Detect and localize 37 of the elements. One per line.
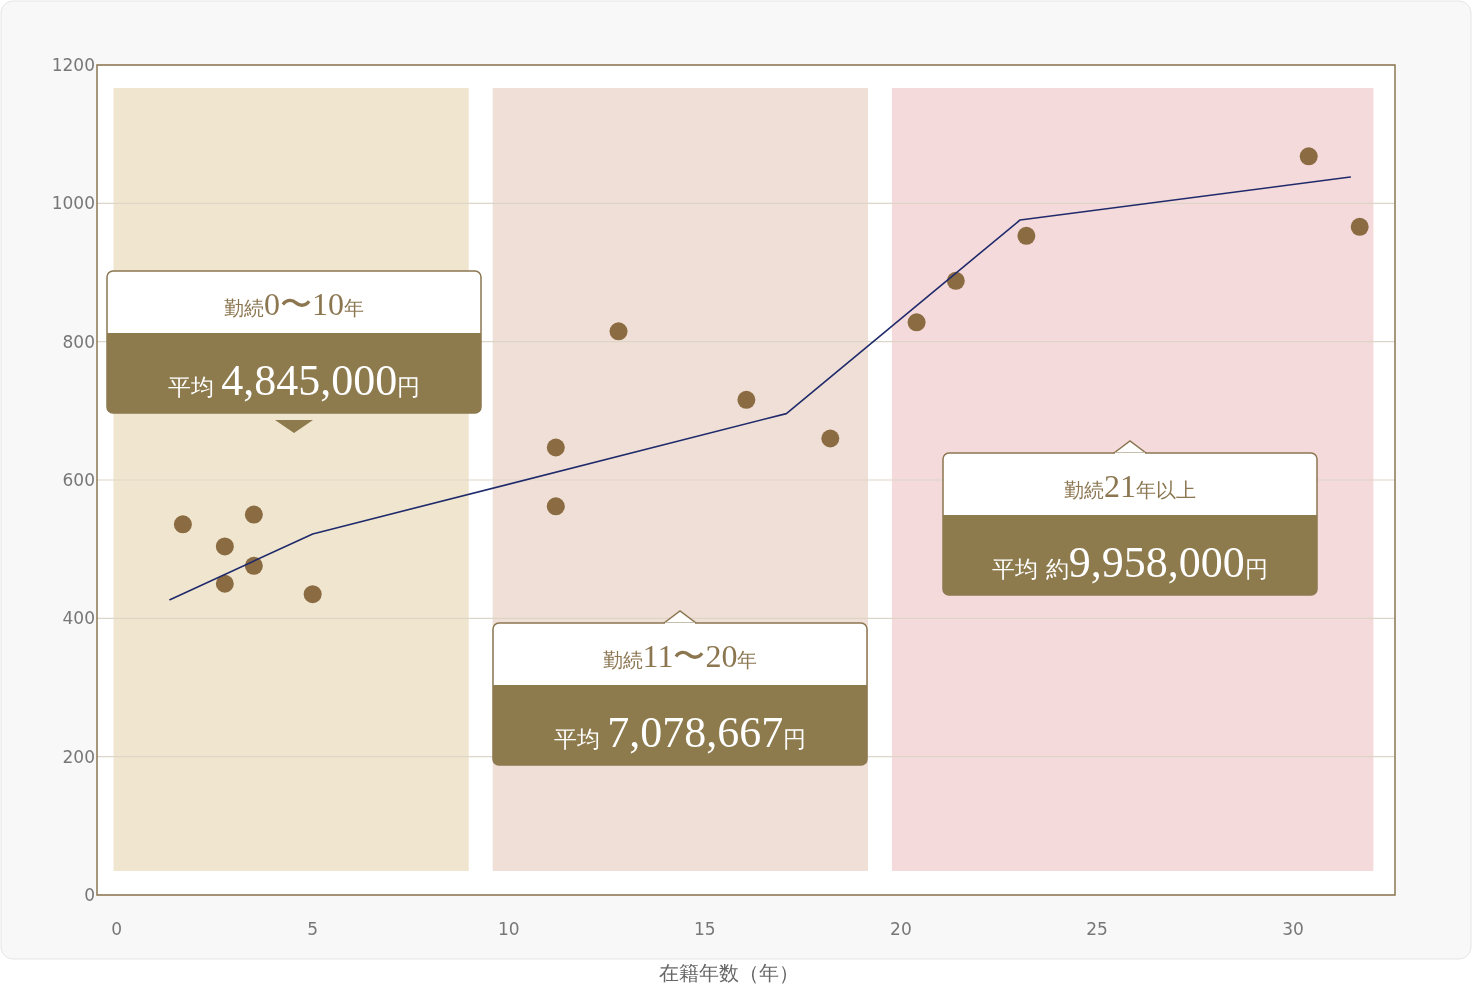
x-tick-label: 0 (111, 919, 123, 939)
y-tick-label: 800 (62, 331, 95, 352)
band-label: 勤続0〜10年 (224, 286, 364, 322)
point (546, 497, 565, 516)
point (173, 515, 192, 534)
y-tick-label: 0 (84, 885, 95, 905)
y-tick-label: 600 (62, 470, 95, 490)
x-tick-label: 5 (307, 919, 319, 939)
line-series (169, 176, 1352, 601)
y-tick-label: 400 (62, 608, 95, 629)
x-tick-label: 15 (694, 919, 716, 939)
annotation: 平均 約9,958,000円 (992, 538, 1268, 587)
point (737, 390, 756, 409)
x-tick-label: 30 (1282, 919, 1304, 939)
band-label: 勤続21年以上 (1064, 468, 1196, 504)
point (215, 537, 234, 556)
point (303, 585, 322, 604)
point (244, 505, 263, 524)
y-tick-label: 1000 (51, 193, 95, 214)
annotation: 平均 4,845,000円 (167, 356, 421, 405)
annotation: 平均 7,078,667円 (553, 708, 807, 757)
point (215, 574, 234, 593)
point (609, 322, 628, 341)
band-label: 勤続11〜20年 (602, 638, 758, 674)
point (946, 271, 965, 290)
x-tick-label: 25 (1086, 919, 1108, 939)
point (821, 429, 840, 448)
point (907, 313, 926, 332)
point (546, 438, 565, 457)
x-axis-title: 在籍年数（年） (659, 961, 799, 985)
point (1017, 226, 1036, 245)
point (1299, 147, 1318, 166)
x-tick-label: 10 (497, 919, 520, 939)
y-tick-label: 1200 (51, 55, 95, 75)
x-tick-label: 20 (890, 919, 912, 939)
point (1350, 217, 1369, 236)
y-tick-label: 200 (62, 746, 95, 767)
